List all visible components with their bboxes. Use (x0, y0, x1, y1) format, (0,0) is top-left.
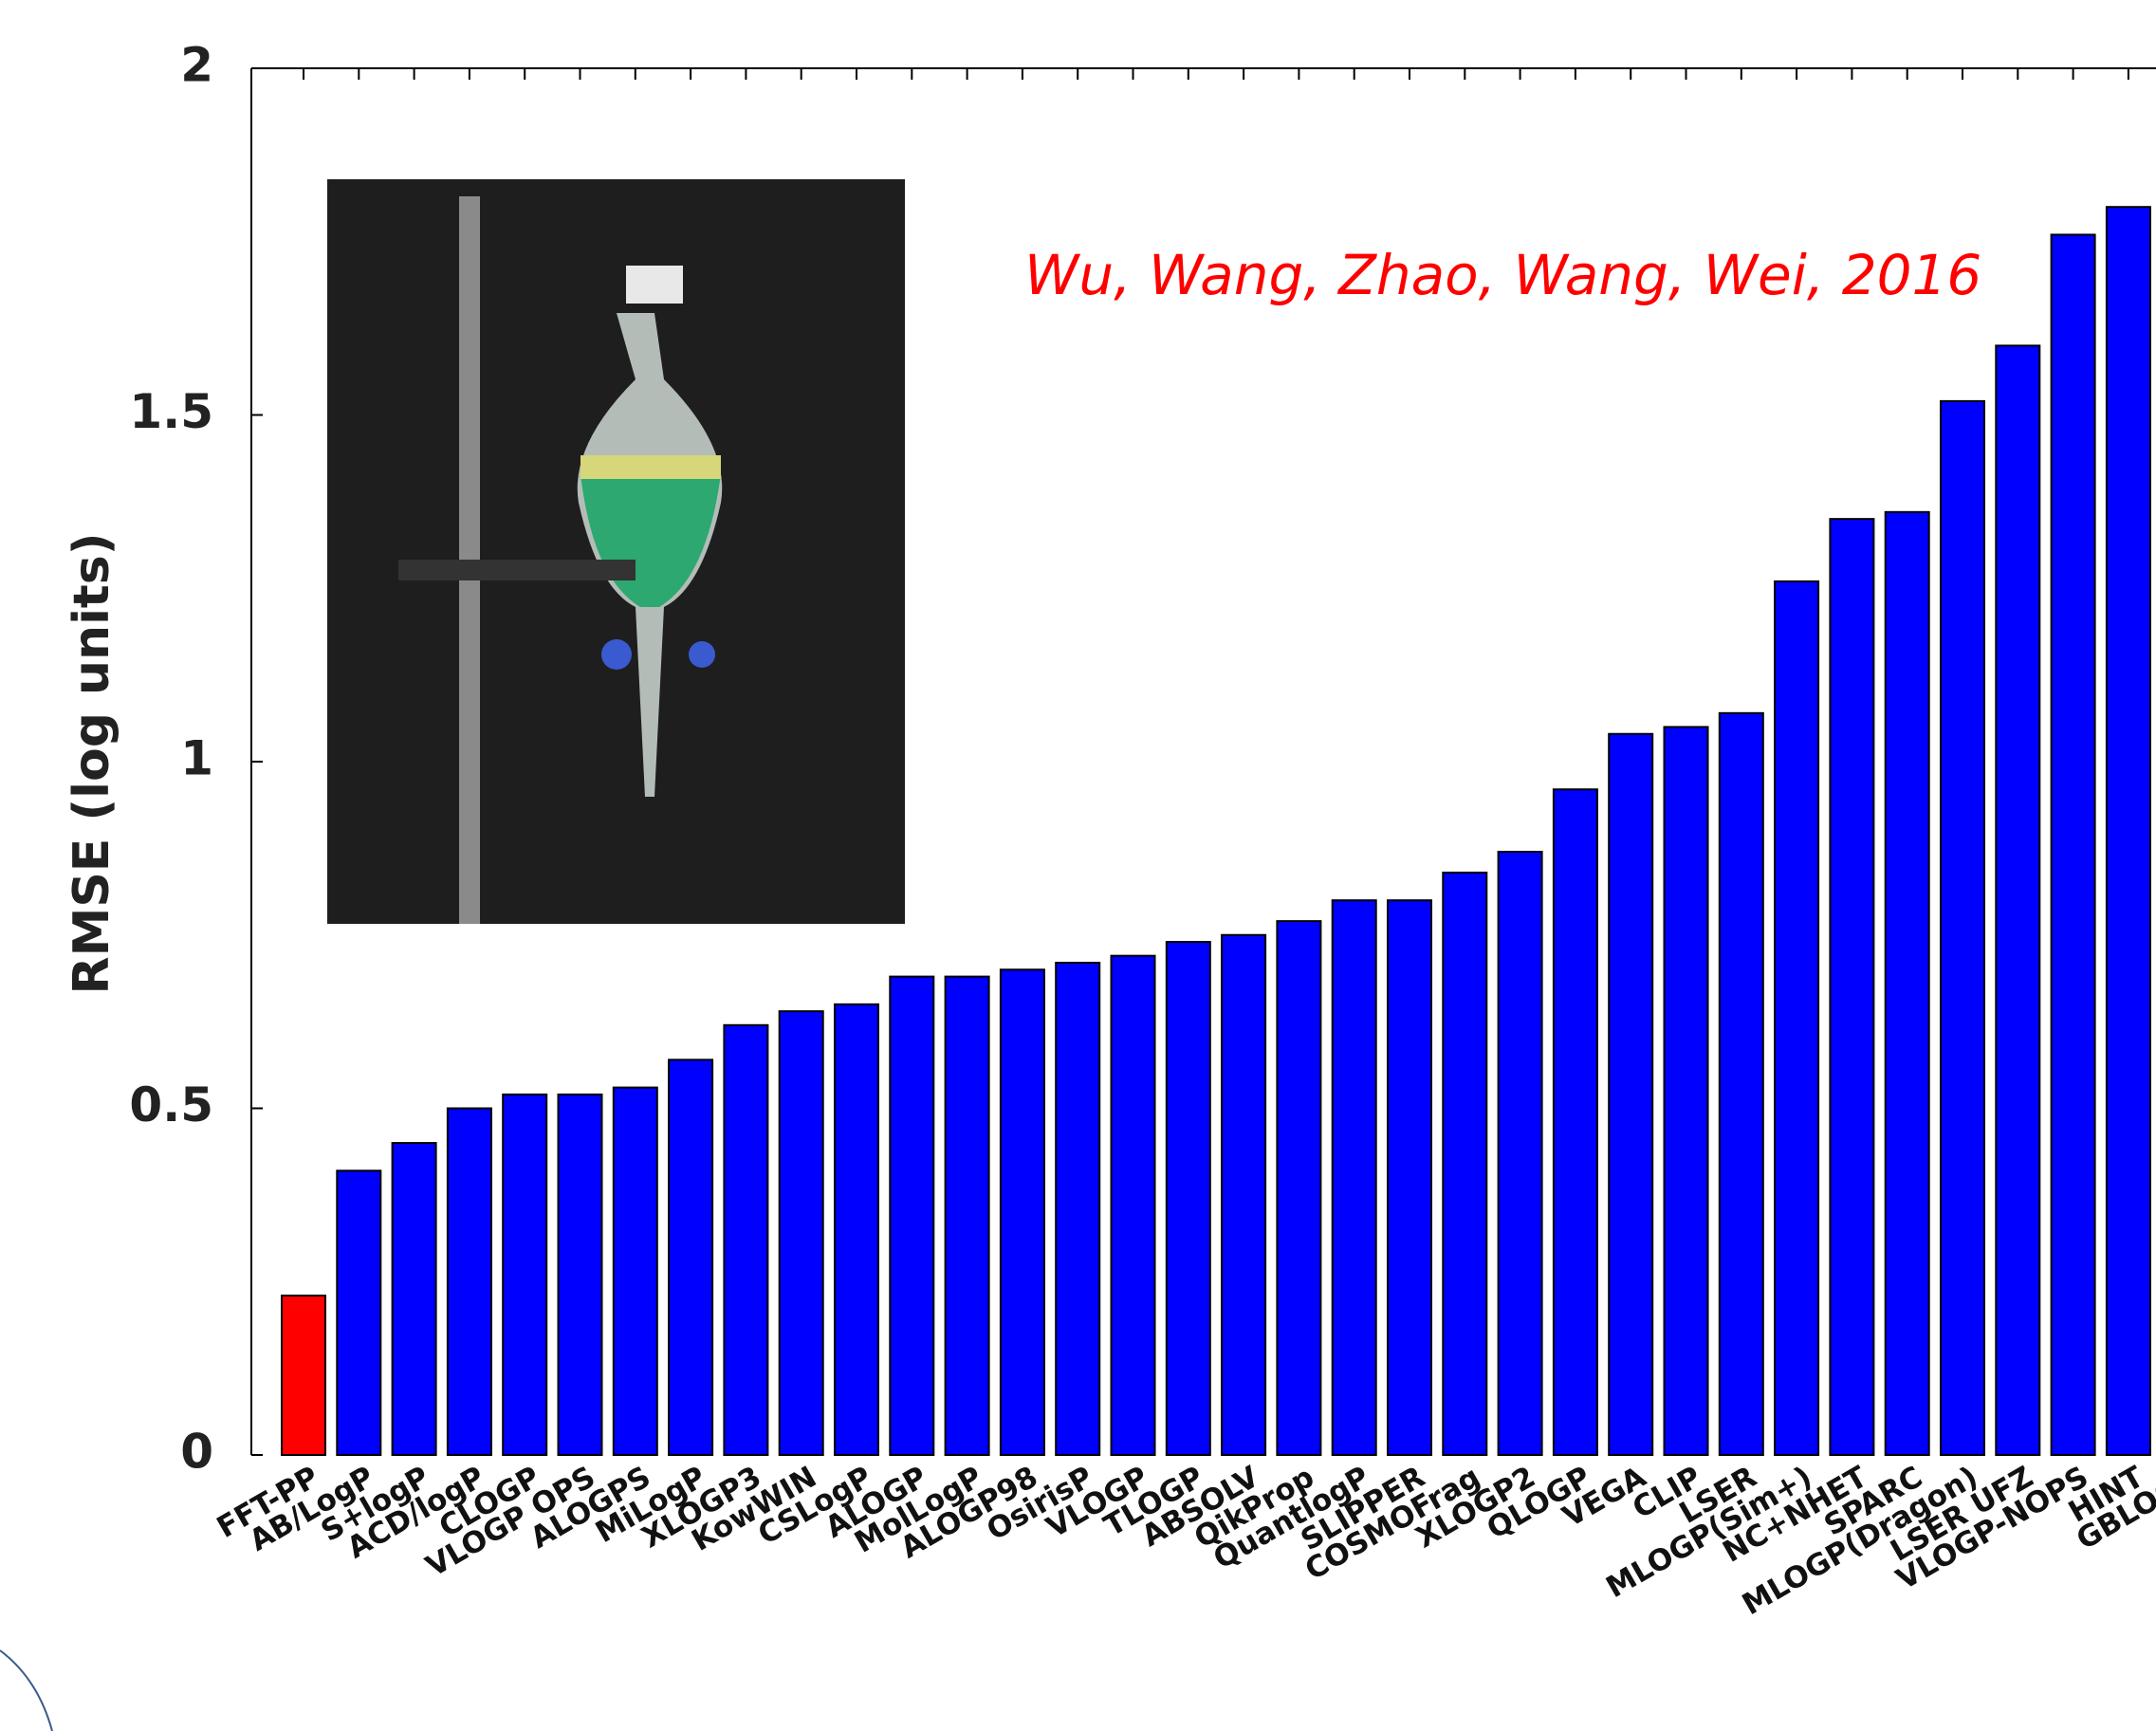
bar (1499, 852, 1542, 1455)
bar (2107, 207, 2150, 1455)
bar (614, 1088, 657, 1455)
bar (1001, 969, 1044, 1455)
bar (1775, 581, 1818, 1455)
annotation: Wu, Wang, Zhao, Wang, Wei, 2016 (1024, 243, 1981, 307)
y-tick-label: 1.5 (129, 384, 213, 439)
bar (1665, 727, 1708, 1455)
bar (1830, 519, 1873, 1455)
bar (1941, 401, 1984, 1455)
bar (503, 1095, 546, 1455)
y-tick-label: 0.5 (129, 1077, 213, 1133)
bar (393, 1143, 436, 1455)
chart: Wu, Wang, Zhao, Wang, Wei, 2016 RMSE (lo… (0, 0, 2156, 1731)
bar (669, 1059, 712, 1455)
y-tick-label: 1 (180, 731, 213, 786)
bar (1333, 900, 1376, 1455)
bar (1443, 873, 1486, 1455)
bar (1388, 900, 1431, 1455)
bar (2052, 234, 2095, 1455)
bar (1056, 963, 1099, 1455)
decoration (0, 1650, 52, 1731)
bar (1609, 734, 1652, 1455)
bar (337, 1170, 380, 1455)
bar (724, 1025, 767, 1455)
bar (1167, 942, 1210, 1455)
bar (1996, 345, 2039, 1455)
bar (282, 1296, 325, 1455)
y-tick-label: 2 (180, 38, 213, 93)
bar (1222, 935, 1265, 1455)
bar (1554, 789, 1597, 1455)
y-axis-label: RMSE (log units) (64, 533, 120, 995)
bar (1277, 921, 1320, 1455)
y-tick-label: 0 (180, 1425, 213, 1480)
bar (835, 1004, 878, 1455)
bar (1886, 512, 1929, 1455)
bar (1112, 956, 1155, 1455)
bar (1720, 713, 1763, 1455)
bar (946, 977, 989, 1455)
bar (448, 1109, 491, 1456)
bar (559, 1095, 602, 1455)
photo-inset (327, 179, 905, 924)
bar (890, 977, 933, 1455)
bar (780, 1011, 823, 1455)
